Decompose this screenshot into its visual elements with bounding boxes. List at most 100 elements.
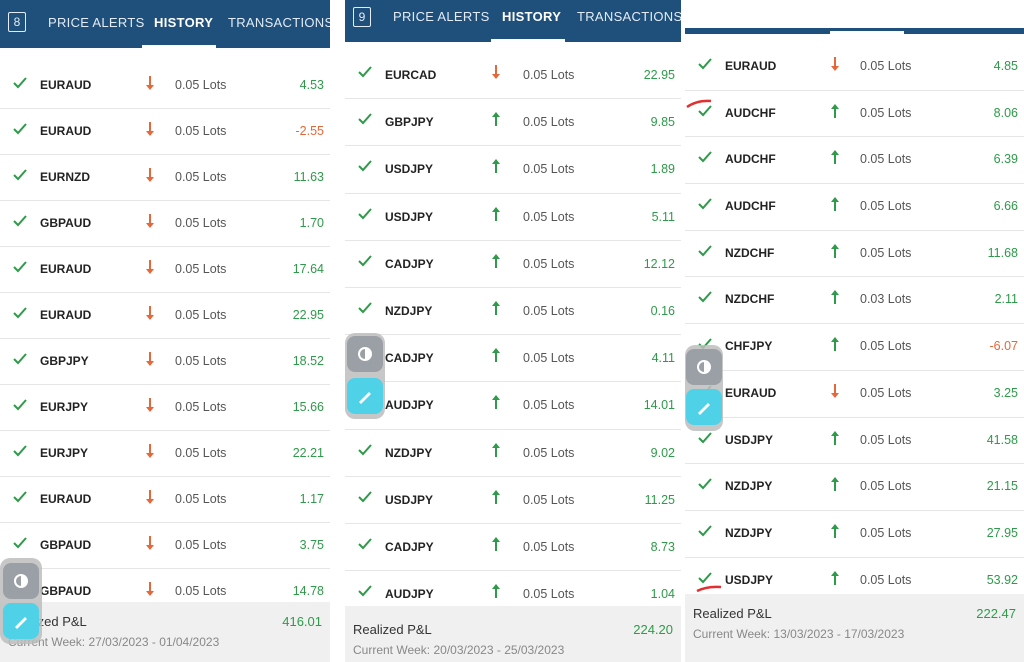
- history-row[interactable]: CADJPY 0.05 Lots 4.11: [345, 335, 681, 383]
- arrow-down-icon: [146, 444, 154, 458]
- history-row[interactable]: EURJPY 0.05 Lots 15.66: [0, 385, 330, 431]
- history-row[interactable]: CADJPY 0.05 Lots 12.12: [345, 241, 681, 288]
- history-row[interactable]: CHFJPY 0.05 Lots -6.07: [685, 324, 1024, 371]
- lots-label: 0.05 Lots: [860, 479, 912, 494]
- history-row[interactable]: NZDCHF 0.03 Lots 2.11: [685, 277, 1024, 325]
- pnl-value: -2.55: [295, 124, 325, 138]
- symbol-label: AUDJPY: [385, 587, 434, 602]
- history-row[interactable]: EURAUD 0.05 Lots 17.64: [0, 247, 330, 293]
- symbol-label: USDJPY: [385, 209, 434, 224]
- symbol-label: EURJPY: [40, 446, 89, 460]
- history-row[interactable]: EURNZD 0.05 Lots 11.63: [0, 155, 330, 201]
- current-week-range: Current Week: 27/03/2023 - 01/04/2023: [8, 635, 220, 649]
- symbol-label: EURJPY: [40, 400, 89, 414]
- symbol-label: NZDJPY: [725, 525, 773, 540]
- contrast-tool-button[interactable]: [686, 349, 722, 385]
- history-row[interactable]: NZDJPY 0.05 Lots 27.95: [685, 511, 1024, 558]
- history-row[interactable]: GBPJPY 0.05 Lots 18.52: [0, 339, 330, 385]
- history-row[interactable]: GBPJPY 0.05 Lots 9.85: [345, 99, 681, 147]
- history-row[interactable]: AUDJPY 0.05 Lots 1.04: [345, 571, 681, 619]
- history-row[interactable]: USDJPY 0.05 Lots 41.58: [685, 418, 1024, 465]
- history-row[interactable]: EURAUD 0.05 Lots 4.53: [0, 63, 330, 109]
- history-row[interactable]: EURAUD 0.05 Lots -2.55: [0, 109, 330, 155]
- symbol-label: GBPAUD: [40, 538, 92, 552]
- history-list: EURCAD 0.05 Lots 22.95 GBPJPY 0.05 Lots 9.85 U…: [345, 52, 681, 619]
- history-row[interactable]: EURAUD 0.05 Lots 3.25: [685, 371, 1024, 418]
- arrow-down-icon: [146, 306, 154, 320]
- check-icon: [358, 491, 372, 503]
- tab-transactions[interactable]: TRANSACTIONS: [228, 15, 330, 30]
- arrow-up-icon: [831, 523, 839, 538]
- tab-transactions[interactable]: TRANSACTIONS: [577, 9, 681, 24]
- pnl-value: 4.11: [651, 351, 675, 366]
- pnl-value: 1.89: [650, 162, 675, 177]
- tab-price-alerts[interactable]: PRICE ALERTS: [393, 9, 490, 24]
- history-row[interactable]: AUDCHF 0.05 Lots 6.39: [685, 137, 1024, 185]
- lots-label: 0.05 Lots: [523, 351, 575, 366]
- contrast-tool-button[interactable]: [347, 336, 383, 372]
- symbol-label: CADJPY: [385, 256, 434, 271]
- pnl-value: 0.16: [650, 303, 675, 318]
- arrow-down-icon: [492, 65, 500, 79]
- symbol-label: AUDCHF: [725, 152, 776, 167]
- history-row[interactable]: AUDJPY 0.05 Lots 14.01: [345, 382, 681, 430]
- pnl-value: 9.02: [650, 445, 675, 460]
- realized-pnl-total: 416.01: [282, 614, 322, 629]
- history-row[interactable]: USDJPY 0.05 Lots 1.89: [345, 146, 681, 194]
- tab-history[interactable]: HISTORY: [502, 9, 562, 24]
- pnl-value: 22.95: [643, 68, 675, 82]
- history-row[interactable]: EURAUD 0.05 Lots 22.95: [0, 293, 330, 339]
- history-row[interactable]: GBPAUD 0.05 Lots 1.70: [0, 201, 330, 247]
- pnl-value: 12.12: [643, 256, 675, 271]
- history-row[interactable]: NZDJPY 0.05 Lots 9.02: [345, 430, 681, 477]
- pnl-value: 27.95: [986, 525, 1018, 540]
- history-row[interactable]: NZDCHF 0.05 Lots 11.68: [685, 231, 1024, 278]
- history-row[interactable]: EURAUD 0.05 Lots 1.17: [0, 477, 330, 523]
- history-row[interactable]: NZDJPY 0.05 Lots 0.16: [345, 288, 681, 336]
- tab-price-alerts[interactable]: PRICE ALERTS: [48, 15, 145, 30]
- arrow-up-icon: [831, 337, 839, 352]
- symbol-label: AUDCHF: [725, 105, 776, 120]
- symbol-label: AUDCHF: [725, 199, 776, 214]
- history-row[interactable]: EURAUD 0.05 Lots 4.85: [685, 44, 1024, 91]
- arrow-up-icon: [492, 300, 500, 315]
- pen-tool-button[interactable]: [686, 389, 722, 425]
- notification-badge[interactable]: 8: [8, 12, 26, 32]
- check-icon: [698, 151, 712, 163]
- lots-label: 0.05 Lots: [175, 538, 227, 552]
- arrow-down-icon: [146, 260, 154, 274]
- history-row[interactable]: EURCAD 0.05 Lots 22.95: [345, 52, 681, 100]
- history-row[interactable]: NZDJPY 0.05 Lots 21.15: [685, 464, 1024, 511]
- active-tab-indicator: [142, 45, 216, 48]
- history-row[interactable]: AUDCHF 0.05 Lots 8.06: [685, 91, 1024, 138]
- symbol-label: GBPAUD: [40, 584, 92, 598]
- pnl-value: 11.25: [644, 492, 675, 507]
- arrow-down-icon: [146, 582, 154, 596]
- history-row[interactable]: GBPAUD 0.05 Lots 3.75: [0, 523, 330, 569]
- check-icon: [698, 525, 712, 537]
- realized-pnl-footer: Realized P&L 224.20 Current Week: 20/03/…: [345, 606, 681, 662]
- notification-badge[interactable]: 9: [353, 7, 371, 27]
- history-row[interactable]: USDJPY 0.05 Lots 5.11: [345, 194, 681, 241]
- pen-icon: [698, 403, 710, 415]
- pnl-value: 15.66: [292, 400, 324, 414]
- arrow-down-icon: [146, 536, 154, 550]
- pen-tool-button[interactable]: [3, 603, 39, 639]
- history-row[interactable]: CADJPY 0.05 Lots 8.73: [345, 524, 681, 572]
- check-icon: [13, 307, 27, 319]
- pen-tool-button[interactable]: [347, 378, 383, 414]
- arrow-up-icon: [492, 395, 500, 410]
- arrow-down-icon: [831, 57, 839, 71]
- contrast-tool-button[interactable]: [3, 563, 39, 599]
- history-row[interactable]: AUDCHF 0.05 Lots 6.66: [685, 184, 1024, 231]
- tab-history[interactable]: HISTORY: [154, 15, 214, 30]
- pnl-value: 8.06: [993, 105, 1018, 120]
- history-row[interactable]: USDJPY 0.05 Lots 11.25: [345, 477, 681, 524]
- arrow-down-icon: [146, 122, 154, 136]
- history-row[interactable]: EURJPY 0.05 Lots 22.21: [0, 431, 330, 477]
- lots-label: 0.05 Lots: [523, 492, 575, 507]
- lots-label: 0.05 Lots: [175, 216, 227, 230]
- lots-label: 0.05 Lots: [860, 199, 912, 214]
- red-annotation-mark: [686, 99, 712, 109]
- lots-label: 0.05 Lots: [523, 162, 575, 177]
